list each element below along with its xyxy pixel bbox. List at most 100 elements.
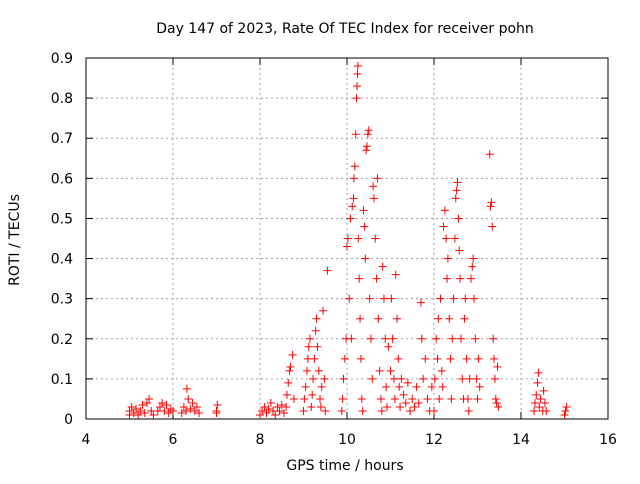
- data-point: [369, 194, 378, 203]
- chart-title: Day 147 of 2023, Rate Of TEC Index for r…: [156, 21, 534, 37]
- data-point: [414, 398, 423, 407]
- y-tick-label: 0.3: [51, 292, 73, 308]
- data-point: [542, 406, 551, 415]
- data-point: [533, 378, 542, 387]
- x-tick-label: 14: [512, 432, 530, 448]
- data-point: [184, 394, 193, 403]
- data-point: [304, 342, 313, 351]
- data-point: [355, 274, 364, 283]
- y-tick-label: 0.7: [51, 131, 73, 147]
- data-point: [373, 174, 382, 183]
- data-point: [264, 404, 273, 413]
- data-point: [312, 314, 321, 323]
- data-point: [284, 378, 293, 387]
- data-point: [530, 398, 539, 407]
- data-point: [403, 378, 412, 387]
- data-point: [349, 174, 358, 183]
- x-tick-label: 12: [425, 432, 443, 448]
- data-point: [463, 394, 472, 403]
- x-axis-title: GPS time / hours: [286, 458, 403, 474]
- data-point: [540, 398, 549, 407]
- data-point: [391, 270, 400, 279]
- data-point: [374, 314, 383, 323]
- data-point: [460, 314, 469, 323]
- data-point: [396, 402, 405, 411]
- data-point: [475, 382, 484, 391]
- data-point: [493, 362, 502, 371]
- data-point: [382, 382, 391, 391]
- data-point: [470, 294, 479, 303]
- data-point: [462, 354, 471, 363]
- data-point: [461, 294, 470, 303]
- x-tick-label: 8: [256, 432, 265, 448]
- data-point: [453, 178, 462, 187]
- data-point: [442, 234, 451, 243]
- data-point: [190, 406, 199, 415]
- axis-ticks: [85, 57, 609, 420]
- data-point: [213, 400, 222, 409]
- data-point: [452, 186, 461, 195]
- data-point: [369, 182, 378, 191]
- data-point: [338, 394, 347, 403]
- data-point: [132, 404, 141, 413]
- data-point: [458, 374, 467, 383]
- data-point: [456, 334, 465, 343]
- data-point: [416, 298, 425, 307]
- data-point: [271, 410, 280, 419]
- data-point: [491, 394, 500, 403]
- data-point: [258, 406, 267, 415]
- data-point: [390, 394, 399, 403]
- data-point: [300, 394, 309, 403]
- data-point: [487, 198, 496, 207]
- data-point: [302, 366, 311, 375]
- data-point: [473, 394, 482, 403]
- data-point: [177, 408, 186, 417]
- data-point: [490, 374, 499, 383]
- data-point: [145, 394, 154, 403]
- data-point: [387, 294, 396, 303]
- data-point: [375, 366, 384, 375]
- y-tick-label: 0.1: [51, 372, 73, 388]
- data-point: [421, 354, 430, 363]
- data-point: [286, 362, 295, 371]
- data-point: [364, 126, 373, 135]
- data-point: [323, 266, 332, 275]
- data-point: [356, 354, 365, 363]
- data-point: [399, 390, 408, 399]
- data-point: [469, 254, 478, 263]
- data-point: [419, 374, 428, 383]
- data-point: [423, 394, 432, 403]
- y-tick-label: 0.5: [51, 211, 73, 227]
- data-point: [357, 394, 366, 403]
- data-point: [301, 382, 310, 391]
- data-point: [138, 400, 147, 409]
- data-point: [337, 406, 346, 415]
- data-point: [401, 398, 410, 407]
- data-point: [309, 374, 318, 383]
- data-point: [433, 354, 442, 363]
- data-point: [455, 246, 464, 255]
- data-point: [188, 398, 197, 407]
- data-point: [360, 222, 369, 231]
- data-point: [158, 398, 167, 407]
- data-point: [277, 400, 286, 409]
- data-point: [377, 406, 386, 415]
- data-point: [353, 70, 362, 79]
- data-point: [361, 254, 370, 263]
- data-point: [472, 374, 481, 383]
- data-point: [383, 402, 392, 411]
- data-point: [443, 254, 452, 263]
- data-point: [179, 402, 188, 411]
- data-point: [306, 334, 315, 343]
- x-tick-labels: 4 6 8 10 12 14 16: [82, 432, 617, 448]
- data-point: [466, 274, 475, 283]
- data-point: [166, 404, 175, 413]
- data-point: [490, 354, 499, 363]
- data-point: [285, 366, 294, 375]
- data-point: [319, 306, 328, 315]
- data-point: [149, 410, 158, 419]
- data-point: [412, 382, 421, 391]
- data-point: [437, 366, 446, 375]
- data-point: [136, 406, 145, 415]
